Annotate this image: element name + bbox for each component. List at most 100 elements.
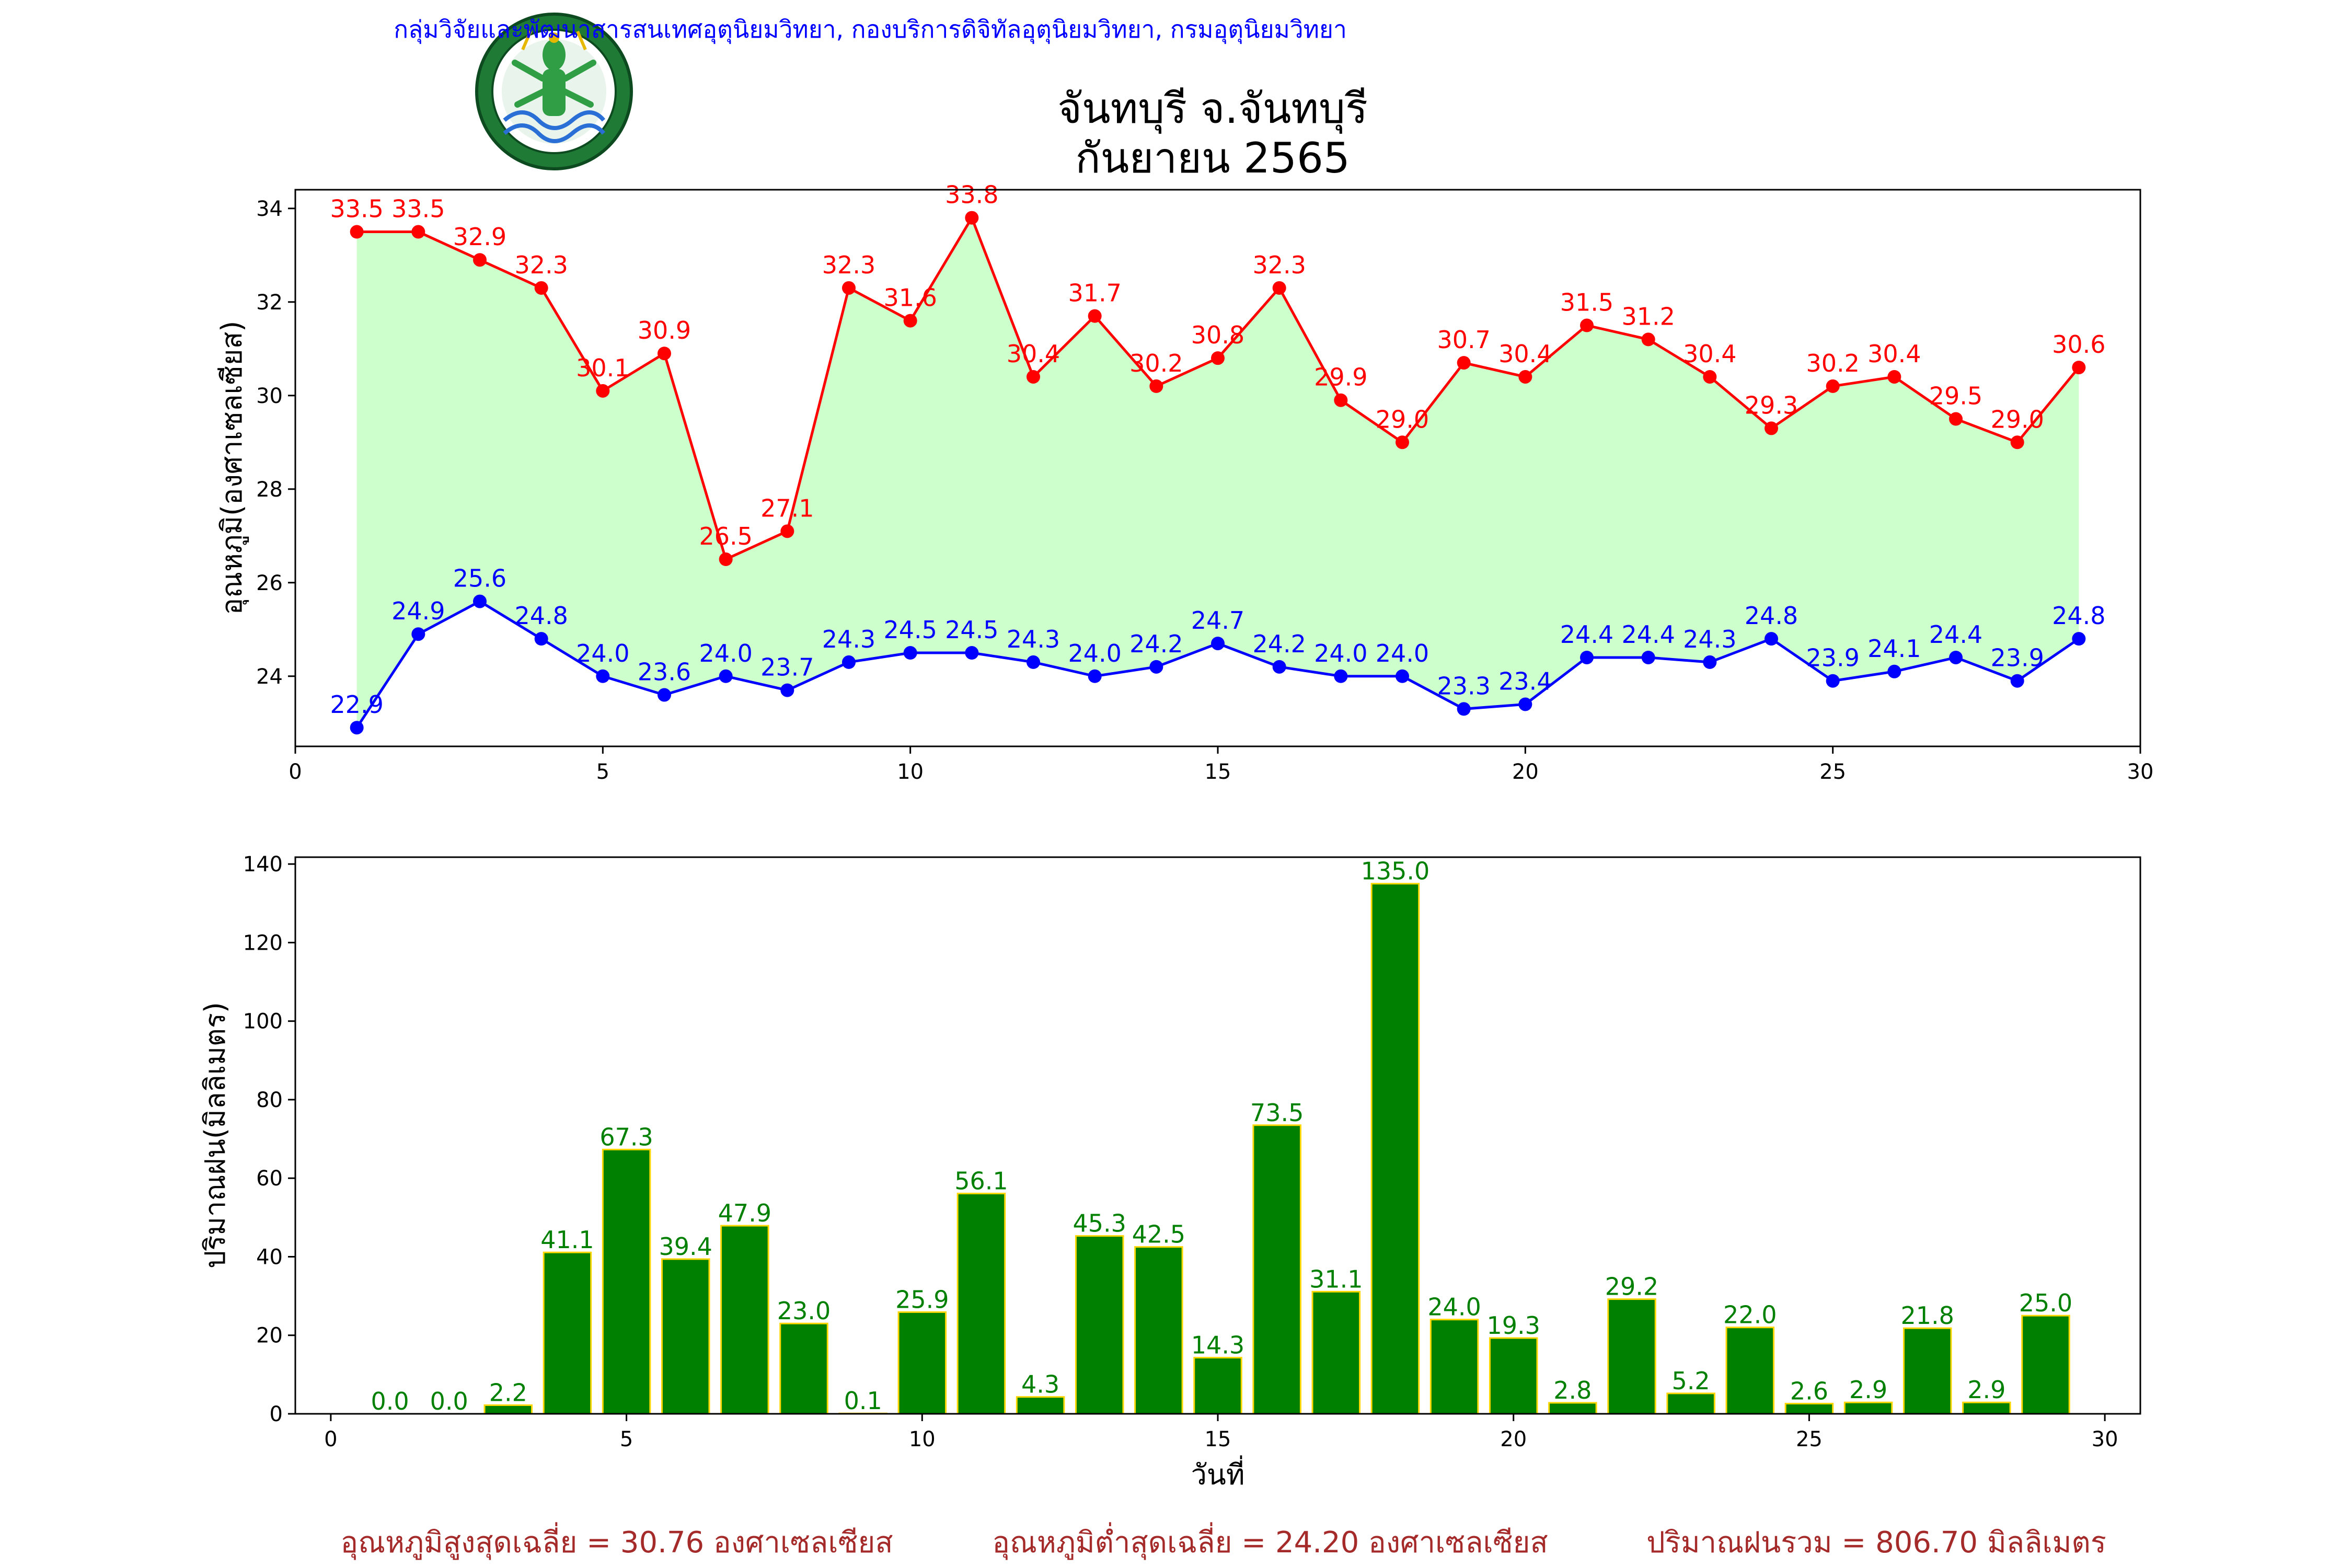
min-temperature-data-label: 24.2 bbox=[1129, 630, 1183, 658]
rainfall-y-tick-label: 120 bbox=[243, 931, 283, 955]
max-temperature-data-label: 32.3 bbox=[822, 251, 875, 279]
max-temperature-data-label: 30.1 bbox=[576, 354, 629, 382]
rainfall-bar bbox=[1429, 1319, 1479, 1415]
min-temperature-point bbox=[2072, 632, 2086, 646]
min-temperature-point bbox=[473, 594, 487, 608]
max-temperature-data-label: 30.4 bbox=[1007, 340, 1060, 368]
temperature-x-tick-label: 25 bbox=[1819, 760, 1846, 784]
max-temperature-point bbox=[1396, 435, 1409, 449]
max-temperature-point bbox=[1641, 332, 1655, 347]
min-temperature-point bbox=[1334, 669, 1348, 683]
rainfall-data-label: 41.1 bbox=[540, 1226, 594, 1254]
rainfall-data-label: 47.9 bbox=[718, 1199, 771, 1227]
rainfall-bar bbox=[956, 1193, 1006, 1415]
max-temperature-data-label: 30.8 bbox=[1191, 321, 1244, 349]
rainfall-bar bbox=[1016, 1396, 1065, 1415]
min-temperature-data-label: 23.9 bbox=[1806, 644, 1859, 672]
summary-avg-min: อุณหภูมิต่ำสุดเฉลี่ย = 24.20 องศาเซลเซีย… bbox=[992, 1522, 1548, 1560]
min-temperature-point bbox=[903, 646, 917, 660]
rainfall-bar bbox=[1193, 1357, 1242, 1415]
rainfall-y-tick-label: 140 bbox=[243, 852, 283, 877]
max-temperature-point bbox=[842, 281, 856, 295]
rainfall-bar bbox=[1666, 1392, 1715, 1415]
min-temperature-point bbox=[780, 683, 794, 697]
temperature-y-tick-label: 24 bbox=[256, 665, 283, 689]
max-temperature-point bbox=[2072, 361, 2086, 375]
min-temperature-point bbox=[596, 669, 610, 683]
agency-name: กลุ่มวิจัยและพัฒนาสารสนเทศอุตุนิยมวิทยา,… bbox=[394, 15, 1347, 44]
rainfall-y-tick-label: 20 bbox=[256, 1324, 283, 1348]
max-temperature-data-label: 31.6 bbox=[883, 284, 937, 312]
max-temperature-point bbox=[903, 314, 917, 328]
rainfall-bar bbox=[1075, 1235, 1124, 1415]
rainfall-bar bbox=[1903, 1327, 1952, 1415]
min-temperature-data-label: 24.0 bbox=[1376, 639, 1429, 667]
min-temperature-point bbox=[1396, 669, 1409, 683]
max-temperature-point bbox=[1211, 351, 1225, 365]
rainfall-data-label: 19.3 bbox=[1486, 1311, 1540, 1340]
min-temperature-data-label: 24.4 bbox=[1560, 620, 1613, 649]
max-temperature-point bbox=[473, 253, 487, 267]
rainfall-data-label: 39.4 bbox=[659, 1232, 712, 1261]
min-temperature-point bbox=[1027, 655, 1040, 669]
rainfall-bar bbox=[661, 1258, 710, 1415]
rainfall-bar bbox=[720, 1225, 769, 1415]
max-temperature-data-label: 30.9 bbox=[638, 316, 691, 344]
max-temperature-data-label: 29.0 bbox=[1376, 405, 1429, 433]
rainfall-bar bbox=[897, 1311, 947, 1415]
max-temperature-data-label: 33.8 bbox=[945, 181, 998, 209]
rainfall-y-tick-label: 40 bbox=[256, 1245, 283, 1269]
max-temperature-data-label: 29.3 bbox=[1745, 391, 1798, 419]
min-temperature-data-label: 23.4 bbox=[1498, 667, 1552, 695]
min-temperature-point bbox=[719, 669, 733, 683]
rainfall-axes-frame bbox=[294, 856, 2141, 1415]
min-temperature-data-label: 24.8 bbox=[514, 602, 568, 630]
rainfall-data-label: 0.0 bbox=[371, 1387, 409, 1415]
rainfall-data-label: 14.3 bbox=[1191, 1331, 1244, 1359]
rainfall-data-label: 4.3 bbox=[1021, 1370, 1059, 1399]
min-temperature-data-label: 23.9 bbox=[1990, 644, 2044, 672]
rainfall-data-label: 2.8 bbox=[1553, 1376, 1592, 1404]
min-temperature-data-label: 25.6 bbox=[453, 564, 506, 593]
max-temperature-point bbox=[534, 281, 548, 295]
min-temperature-point bbox=[1887, 664, 1901, 678]
rainfall-data-label: 23.0 bbox=[777, 1297, 831, 1325]
min-temperature-data-label: 24.2 bbox=[1252, 630, 1306, 658]
summary-avg-max: อุณหภูมิสูงสุดเฉลี่ย = 30.76 องศาเซลเซีย… bbox=[340, 1522, 893, 1560]
max-temperature-data-label: 30.7 bbox=[1437, 326, 1490, 354]
min-temperature-point bbox=[1457, 702, 1471, 716]
temperature-axes-frame bbox=[294, 189, 2141, 747]
max-temperature-data-label: 32.9 bbox=[453, 223, 506, 251]
min-temperature-point bbox=[965, 646, 979, 660]
rainfall-bar bbox=[1489, 1337, 1538, 1415]
min-temperature-point bbox=[1949, 650, 1963, 664]
min-temperature-point bbox=[1211, 637, 1225, 651]
rainfall-data-label: 25.0 bbox=[2019, 1289, 2072, 1317]
rainfall-y-tick-label: 80 bbox=[256, 1088, 283, 1112]
min-temperature-data-label: 24.4 bbox=[1929, 620, 1982, 649]
max-temperature-point bbox=[1518, 370, 1532, 384]
rainfall-y-axis-label: ปริมาณฝน(มิลลิเมตร) bbox=[199, 1002, 232, 1269]
rainfall-y-tick-label: 100 bbox=[243, 1010, 283, 1034]
temperature-y-tick-label: 30 bbox=[256, 384, 283, 408]
max-temperature-point bbox=[1765, 421, 1778, 435]
rainfall-data-label: 56.1 bbox=[954, 1167, 1008, 1195]
max-temperature-point bbox=[1703, 370, 1717, 384]
rainfall-x-tick-label: 25 bbox=[1796, 1427, 1823, 1451]
min-temperature-point bbox=[1703, 655, 1717, 669]
rainfall-x-tick-label: 5 bbox=[620, 1427, 633, 1451]
rainfall-data-label: 31.1 bbox=[1309, 1265, 1363, 1293]
max-temperature-data-label: 30.4 bbox=[1683, 340, 1736, 368]
rainfall-x-tick-label: 10 bbox=[909, 1427, 936, 1451]
max-temperature-data-label: 29.9 bbox=[1314, 363, 1367, 391]
rainfall-data-label: 0.0 bbox=[430, 1387, 468, 1415]
max-temperature-point bbox=[1088, 309, 1102, 323]
max-temperature-point bbox=[1826, 379, 1840, 393]
min-temperature-data-label: 24.3 bbox=[822, 625, 875, 653]
rainfall-bar bbox=[2021, 1315, 2070, 1415]
max-temperature-data-label: 30.2 bbox=[1806, 349, 1859, 377]
max-temperature-data-label: 27.1 bbox=[760, 494, 814, 522]
rainfall-y-tick-label: 0 bbox=[270, 1402, 283, 1426]
rainfall-x-tick-label: 15 bbox=[1205, 1427, 1231, 1451]
